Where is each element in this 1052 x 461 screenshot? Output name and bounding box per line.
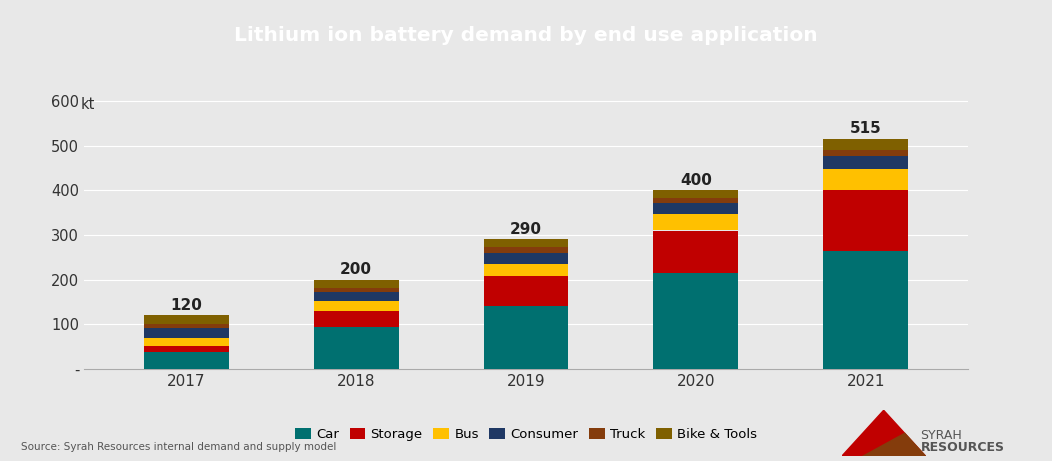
Bar bbox=[653, 190, 739, 198]
Text: Source: Syrah Resources internal demand and supply model: Source: Syrah Resources internal demand … bbox=[21, 442, 337, 452]
Bar bbox=[313, 288, 399, 292]
Polygon shape bbox=[842, 410, 926, 456]
Bar bbox=[144, 346, 228, 352]
Bar bbox=[824, 156, 908, 169]
Text: Lithium ion battery demand by end use application: Lithium ion battery demand by end use ap… bbox=[235, 26, 817, 45]
Polygon shape bbox=[863, 433, 926, 456]
Bar bbox=[824, 169, 908, 190]
Text: 290: 290 bbox=[510, 222, 542, 237]
Bar bbox=[484, 239, 568, 247]
Bar bbox=[484, 276, 568, 307]
Bar bbox=[653, 203, 739, 213]
Bar bbox=[313, 301, 399, 311]
Text: kt: kt bbox=[81, 97, 95, 112]
Bar bbox=[824, 190, 908, 251]
Text: RESOURCES: RESOURCES bbox=[920, 441, 1005, 454]
Bar bbox=[824, 251, 908, 369]
Bar bbox=[313, 327, 399, 369]
Text: 515: 515 bbox=[850, 121, 882, 136]
Bar bbox=[144, 324, 228, 328]
Bar bbox=[144, 328, 228, 338]
Bar bbox=[653, 230, 739, 273]
Bar bbox=[824, 139, 908, 150]
Text: 200: 200 bbox=[340, 262, 372, 277]
Bar bbox=[144, 315, 228, 324]
Bar bbox=[484, 307, 568, 369]
Bar bbox=[824, 150, 908, 156]
Bar bbox=[313, 311, 399, 327]
Bar bbox=[484, 247, 568, 253]
Bar bbox=[653, 198, 739, 203]
Bar bbox=[313, 292, 399, 301]
Bar bbox=[144, 352, 228, 369]
Text: SYRAH: SYRAH bbox=[920, 429, 963, 442]
Text: 120: 120 bbox=[170, 298, 202, 313]
Bar bbox=[653, 213, 739, 230]
Text: 400: 400 bbox=[680, 173, 712, 188]
Bar bbox=[313, 279, 399, 288]
Bar bbox=[144, 338, 228, 346]
Legend: Car, Storage, Bus, Consumer, Truck, Bike & Tools: Car, Storage, Bus, Consumer, Truck, Bike… bbox=[289, 422, 763, 446]
Bar bbox=[653, 273, 739, 369]
Bar bbox=[484, 264, 568, 276]
Bar bbox=[484, 253, 568, 264]
